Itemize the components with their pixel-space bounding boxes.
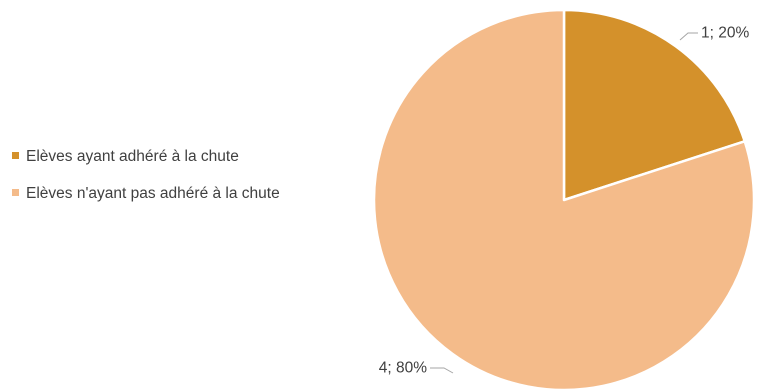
legend-item-non-adhere: Elèves n'ayant pas adhéré à la chute <box>12 183 282 204</box>
pie-slice-non-adhere <box>372 8 756 390</box>
data-label-non-adhere: 4; 80% <box>379 360 427 377</box>
pie-slice-adhere <box>562 8 746 202</box>
legend: Elèves ayant adhéré à la chute Elèves n'… <box>12 146 282 220</box>
legend-label-non-adhere: Elèves n'ayant pas adhéré à la chute <box>26 185 280 202</box>
legend-item-adhere: Elèves ayant adhéré à la chute <box>12 146 282 167</box>
legend-swatch-non-adhere <box>12 189 19 196</box>
leader-line-adhere <box>679 32 698 41</box>
legend-swatch-adhere <box>12 152 19 159</box>
leader-line-non-adhere <box>430 367 454 374</box>
legend-label-adhere: Elèves ayant adhéré à la chute <box>26 148 239 165</box>
data-labels: 1; 20% 4; 80% <box>379 25 750 377</box>
pie-slices <box>372 8 756 390</box>
data-label-adhere: 1; 20% <box>701 25 749 42</box>
